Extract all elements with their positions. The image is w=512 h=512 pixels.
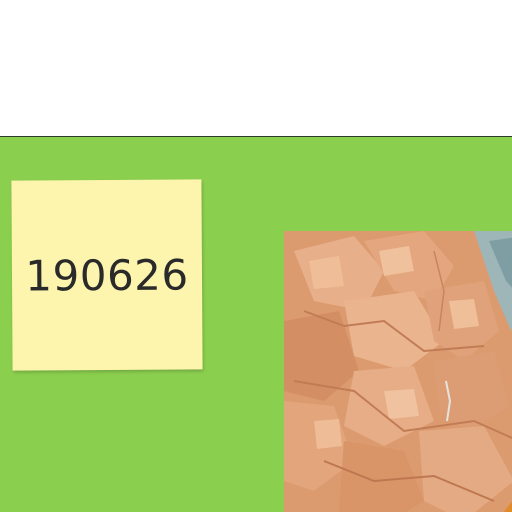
sticky-note-text: 190626 (25, 250, 189, 300)
board-toolbar-area (0, 0, 512, 136)
whiteboard-canvas[interactable]: 190626 (0, 136, 512, 512)
image-card[interactable] (284, 231, 512, 512)
sticky-note[interactable]: 190626 (11, 179, 203, 371)
image-thumbnail (284, 231, 512, 512)
